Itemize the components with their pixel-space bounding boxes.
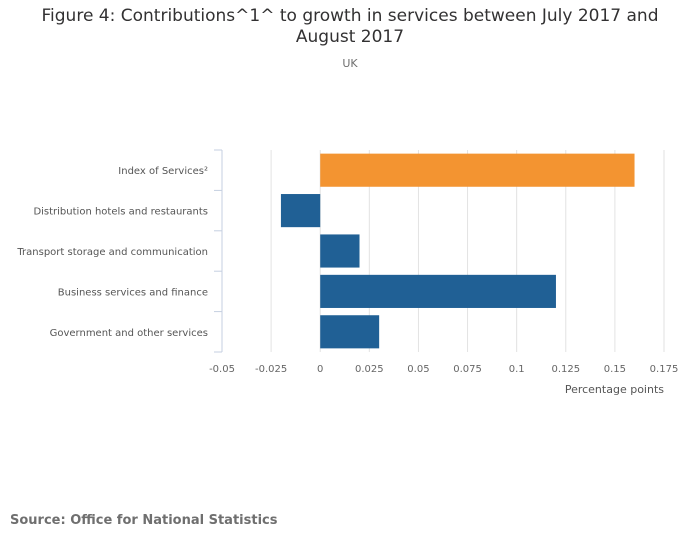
x-tick-labels: -0.05 -0.025 0 0.025 0.05 0.075 0.1 0.125 0.15 0.… [209,364,678,375]
x-tick-label: 0.125 [551,364,580,375]
bar [320,234,360,268]
x-tick-label: -0.05 [209,364,235,375]
category-label: Business services and finance [58,287,208,298]
bar [320,274,556,308]
bar [320,315,380,349]
source-note: Source: Office for National Statistics [10,513,278,528]
category-label: Government and other services [50,328,208,339]
chart-title-line-1: Figure 4: Contributions^1^ to growth in … [41,6,659,26]
chart-title-line-2: August 2017 [295,27,405,47]
chart-title: Figure 4: Contributions^1^ to growth in … [0,6,700,48]
category-labels: Index of Services² Distribution hotels an… [16,166,208,339]
category-label: Distribution hotels and restaurants [33,207,208,218]
x-tick-label: 0 [317,364,323,375]
bar [320,153,635,187]
x-tick-label: -0.025 [255,364,287,375]
chart-subtitle: UK [342,57,358,70]
x-tick-label: 0.025 [355,364,384,375]
y-axis [214,149,223,353]
category-label: Transport storage and communication [16,247,208,258]
category-label: Index of Services² [118,166,208,177]
x-tick-label: 0.1 [509,364,525,375]
x-tick-label: 0.15 [604,364,626,375]
x-tick-label: 0.05 [407,364,429,375]
bars [280,153,635,349]
bar [280,194,321,228]
x-tick-label: 0.075 [453,364,482,375]
x-axis-title: Percentage points [565,383,664,396]
x-tick-label: 0.175 [650,364,679,375]
